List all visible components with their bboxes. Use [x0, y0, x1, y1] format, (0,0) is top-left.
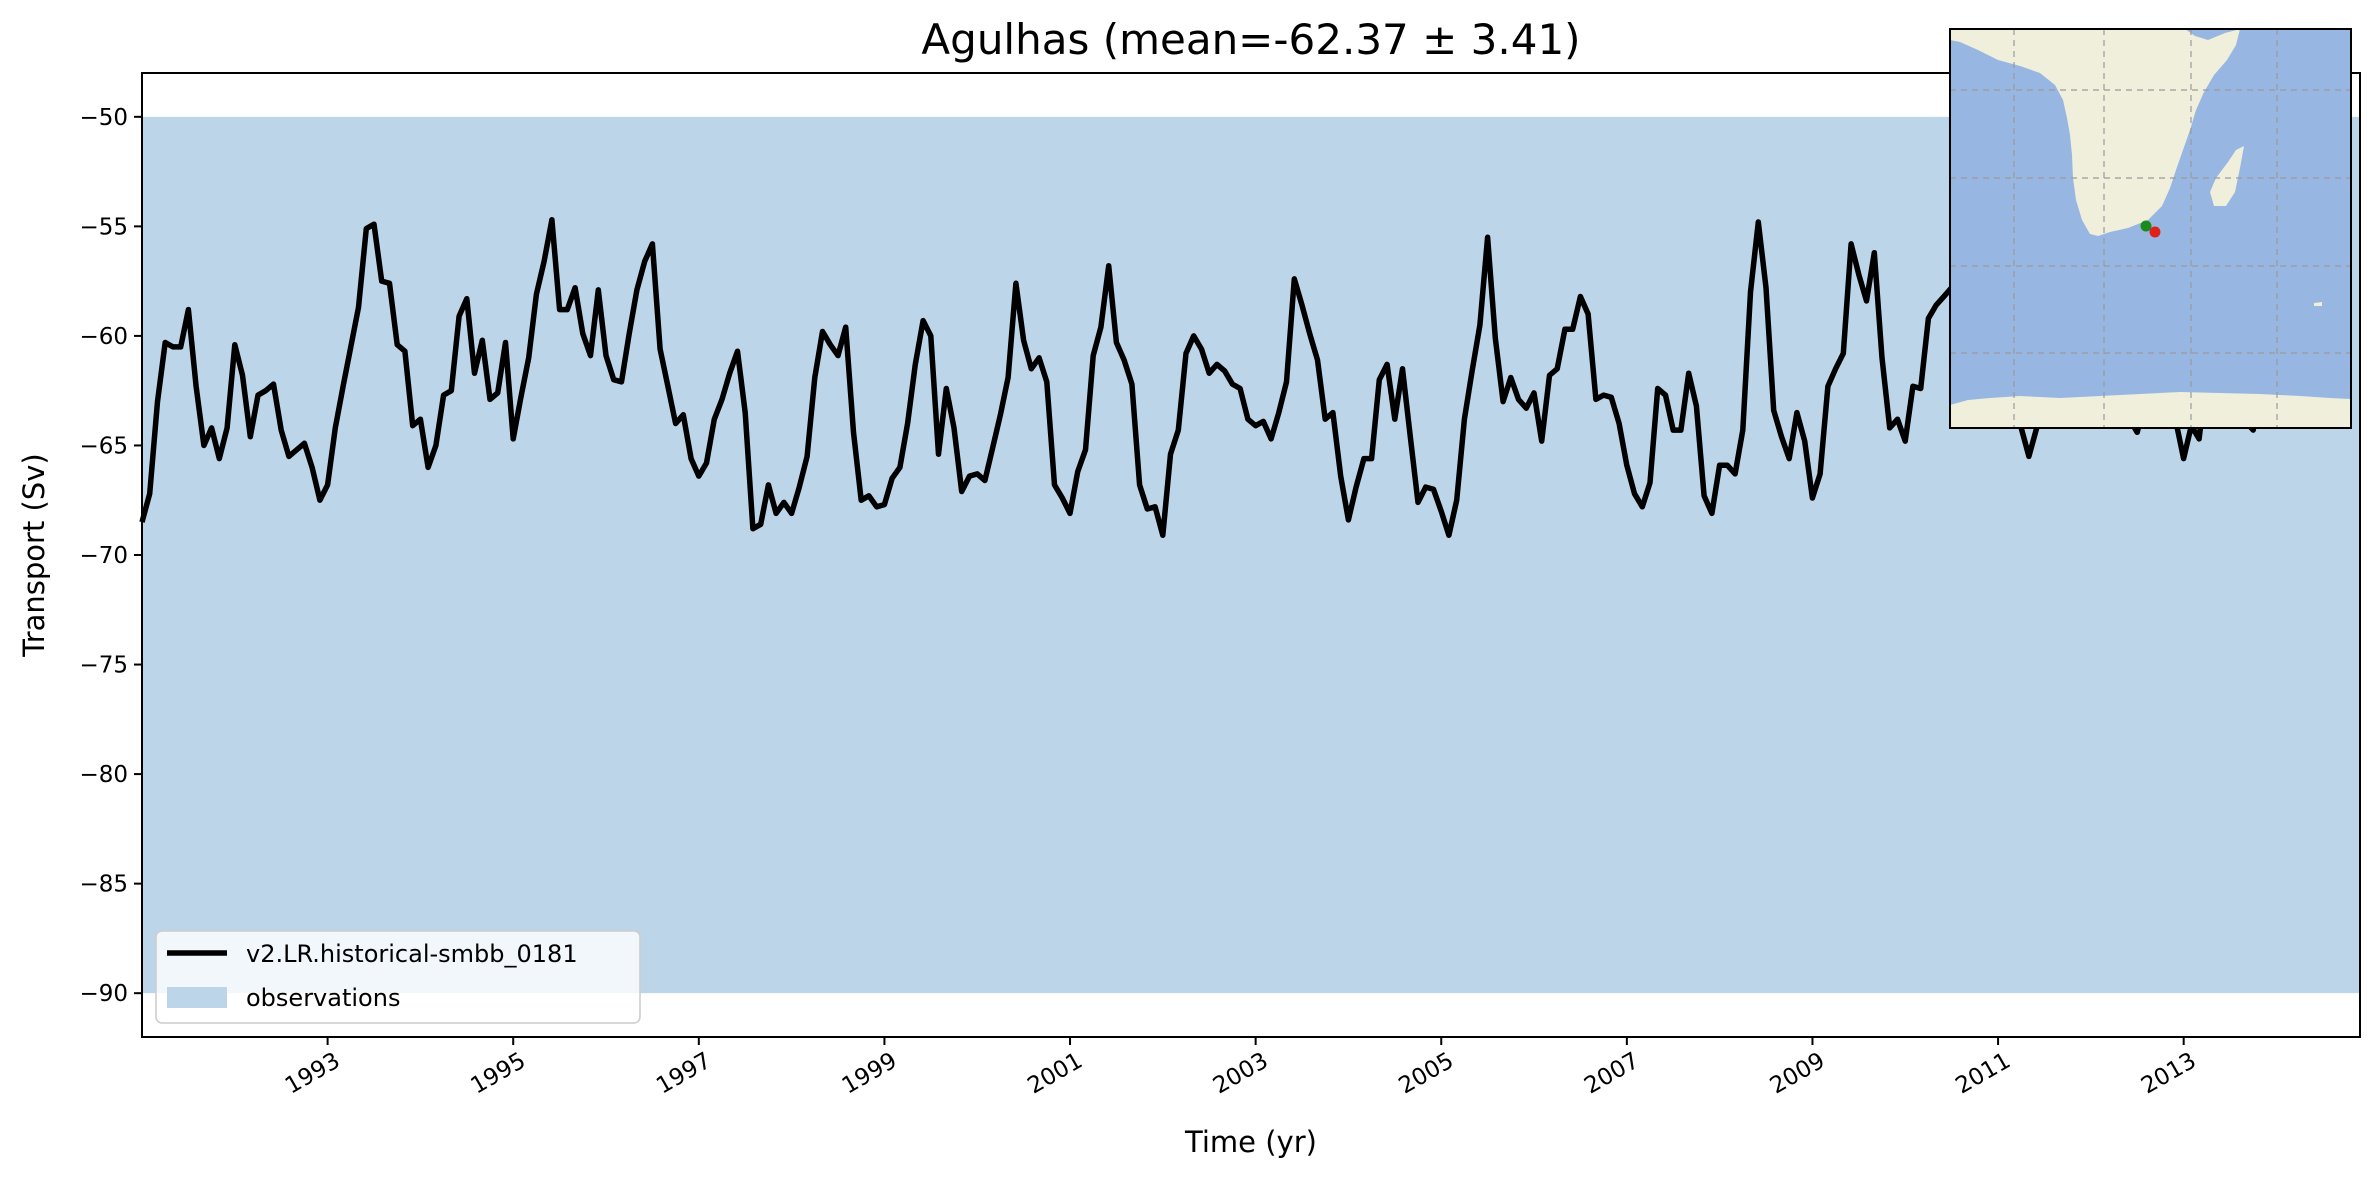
- y-tick-label: −65: [79, 433, 128, 459]
- legend-label-observations: observations: [246, 984, 400, 1012]
- inset-map-frame: [1949, 28, 2352, 429]
- x-axis-label: Time (yr): [1184, 1125, 1317, 1159]
- y-tick-label: −70: [79, 543, 128, 569]
- madagascar-landmass: [2210, 146, 2244, 206]
- inset-map: [1949, 28, 2352, 429]
- y-tick-label: −75: [79, 653, 128, 679]
- africa-landmass: [1950, 29, 2240, 236]
- y-axis-label: Transport (Sv): [17, 453, 51, 658]
- y-tick-label: −55: [79, 214, 128, 240]
- legend: v2.LR.historical-smbb_0181 observations: [155, 930, 641, 1024]
- y-tick-label: −85: [79, 872, 128, 898]
- section-start-marker: [2140, 220, 2152, 232]
- legend-box: [155, 930, 641, 1024]
- legend-band-swatch: [167, 987, 227, 1008]
- series-line: [139, 217, 2272, 539]
- map-gridlines: [1950, 29, 2351, 428]
- y-tick-label: −90: [79, 981, 128, 1007]
- y-axis-ticks: −50 −55 −60 −65 −70 −75 −80 −85 −90: [79, 105, 142, 1007]
- legend-label-series: v2.LR.historical-smbb_0181: [246, 940, 578, 968]
- chart-title: Agulhas (mean=-62.37 ± 3.41): [921, 15, 1580, 64]
- y-tick-label: −60: [79, 324, 128, 350]
- y-tick-label: −50: [79, 105, 128, 131]
- small-island: [2314, 302, 2322, 306]
- y-tick-label: −80: [79, 762, 128, 788]
- antarctica-landmass: [1950, 392, 2351, 428]
- section-end-marker: [2149, 226, 2161, 238]
